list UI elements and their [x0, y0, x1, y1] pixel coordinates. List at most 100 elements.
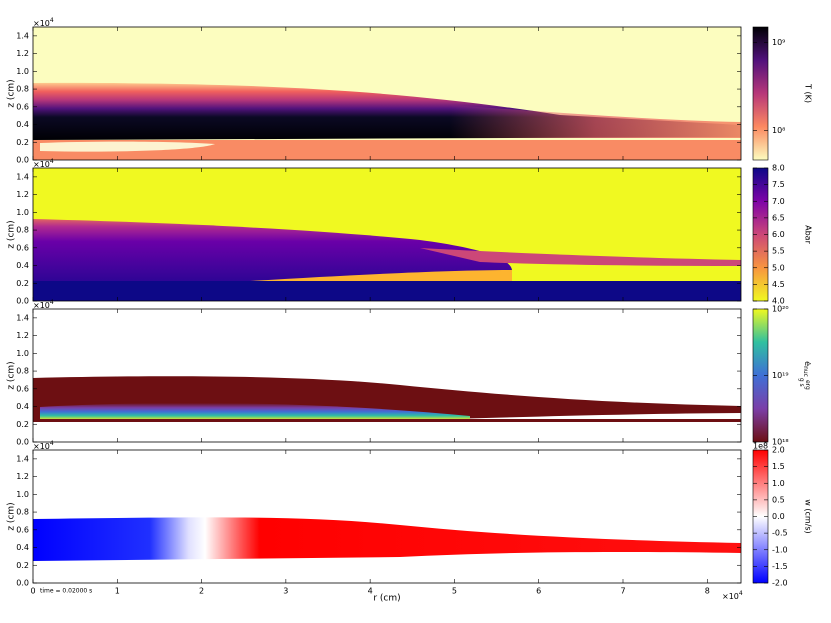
multiplier-exponent: 4	[50, 158, 54, 165]
y-axis-label: z (cm)	[7, 502, 17, 530]
colorbar-tick-label: 2.0	[772, 446, 785, 455]
multiplier-exponent: 4	[739, 590, 743, 597]
colorbar-tick-label: 4.0	[772, 297, 785, 306]
colorbar-tick-label: 8.0	[772, 164, 785, 173]
time-annotation: time = 0.02000 s	[40, 588, 92, 595]
multiplier-base: ×10	[33, 160, 50, 169]
y-tick-label: 0.8	[16, 85, 29, 94]
y-tick-label: 1.4	[16, 313, 29, 322]
colorbar-tick-label: 10¹⁸	[772, 438, 789, 447]
y-tick-label: 0.4	[16, 543, 29, 552]
velocity-field	[33, 450, 741, 583]
y-multiplier: ×104	[33, 17, 54, 28]
multiplier-exponent: 4	[50, 17, 54, 24]
plot-frame	[32, 167, 742, 302]
colorbar-label: T (K)	[804, 83, 813, 103]
y-multiplier: ×104	[33, 440, 54, 451]
x-tick-label: 4	[368, 587, 373, 596]
y-tick-label: 1.2	[16, 331, 29, 340]
colorbar-tick-label: -1.5	[772, 562, 788, 571]
multiplier-base: ×10	[33, 19, 50, 28]
temperature-field	[33, 27, 741, 160]
colorbar-tick-label: 0.0	[772, 512, 785, 521]
y-tick-label: 0.2	[16, 561, 29, 570]
multiplier-base: ×10	[33, 301, 50, 310]
y-tick-label: 0.6	[16, 102, 29, 111]
y-tick-label: 1.2	[16, 472, 29, 481]
colorbar	[752, 26, 769, 161]
x-tick-label: 6	[536, 587, 541, 596]
y-tick-label: 0.2	[16, 420, 29, 429]
plot-frame	[32, 449, 742, 584]
multiplier-base: ×10	[722, 592, 739, 601]
y-tick-label: 0.2	[16, 279, 29, 288]
y-tick-label: 1.0	[16, 67, 29, 76]
y-tick-label: 0.4	[16, 120, 29, 129]
colorbar-label: ėnuc ergg s	[799, 361, 813, 390]
y-tick-label: 1.2	[16, 190, 29, 199]
x-tick-label: 7	[620, 587, 625, 596]
abar-field	[33, 168, 741, 301]
y-tick-label: 0.0	[16, 297, 29, 306]
x-tick-label: 1	[115, 587, 120, 596]
x-axis-label: r (cm)	[373, 594, 400, 604]
label-subscript: nuc	[803, 366, 810, 377]
colorbar-tick-label: 6.0	[772, 230, 785, 239]
multiplier-exponent: 4	[50, 440, 54, 447]
y-tick-label: 0.8	[16, 367, 29, 376]
y-tick-label: 0.0	[16, 438, 29, 447]
colorbar-tick-label: -1.0	[772, 545, 788, 554]
colorbar-multiplier: 1e8	[753, 442, 768, 451]
y-axis-label: z (cm)	[7, 361, 17, 389]
y-tick-label: 0.2	[16, 138, 29, 147]
x-tick-label: 3	[283, 587, 288, 596]
y-tick-label: 0.6	[16, 243, 29, 252]
y-tick-label: 0.6	[16, 525, 29, 534]
y-tick-label: 1.0	[16, 490, 29, 499]
y-axis-label: z (cm)	[7, 79, 17, 107]
colorbar-tick-label: 4.5	[772, 280, 785, 289]
y-tick-label: 1.4	[16, 172, 29, 181]
x-multiplier: ×104	[722, 590, 743, 601]
x-tick-label: 2	[199, 587, 204, 596]
y-tick-label: 1.4	[16, 454, 29, 463]
plot-frame	[32, 308, 742, 443]
label-unit-denominator: g s	[799, 378, 806, 387]
colorbar-tick-label: 6.5	[772, 213, 785, 222]
y-tick-label: 0.8	[16, 508, 29, 517]
y-tick-label: 0.4	[16, 402, 29, 411]
colorbar-tick-label: 7.0	[772, 197, 785, 206]
colorbar-tick-label: 7.5	[772, 180, 785, 189]
colorbar-tick-label: 1.0	[772, 479, 785, 488]
y-tick-label: 0.4	[16, 261, 29, 270]
colorbar-tick-label: 10⁹	[772, 38, 785, 47]
x-tick-label: 8	[705, 587, 710, 596]
colorbar-tick-label: -2.0	[772, 579, 788, 588]
x-tick-label: 0	[30, 587, 35, 596]
label-unit-numerator: erg	[805, 380, 812, 390]
colorbar-tick-label: 0.5	[772, 495, 785, 504]
y-tick-label: 1.2	[16, 49, 29, 58]
y-tick-label: 1.0	[16, 349, 29, 358]
colorbar-tick-label: 10¹⁹	[772, 371, 789, 380]
y-multiplier: ×104	[33, 299, 54, 310]
colorbar-tick-label: -0.5	[772, 529, 788, 538]
colorbar-tick-label: 5.5	[772, 247, 785, 256]
y-tick-label: 1.0	[16, 208, 29, 217]
y-axis-label: z (cm)	[7, 220, 17, 248]
y-tick-label: 0.0	[16, 579, 29, 588]
plot-frame	[32, 26, 742, 161]
colorbar-label: Abar	[804, 225, 813, 244]
x-tick-label: 5	[452, 587, 457, 596]
y-tick-label: 0.0	[16, 156, 29, 165]
colorbar-label: w (cm/s)	[804, 499, 813, 533]
colorbar-tick-label: 10²⁰	[772, 305, 789, 314]
y-tick-label: 0.8	[16, 226, 29, 235]
colorbar-tick-label: 5.0	[772, 263, 785, 272]
y-tick-label: 1.4	[16, 31, 29, 40]
y-multiplier: ×104	[33, 158, 54, 169]
label-symbol: ė	[804, 361, 813, 366]
y-tick-label: 0.6	[16, 384, 29, 393]
colorbar-tick-label: 1.5	[772, 462, 785, 471]
